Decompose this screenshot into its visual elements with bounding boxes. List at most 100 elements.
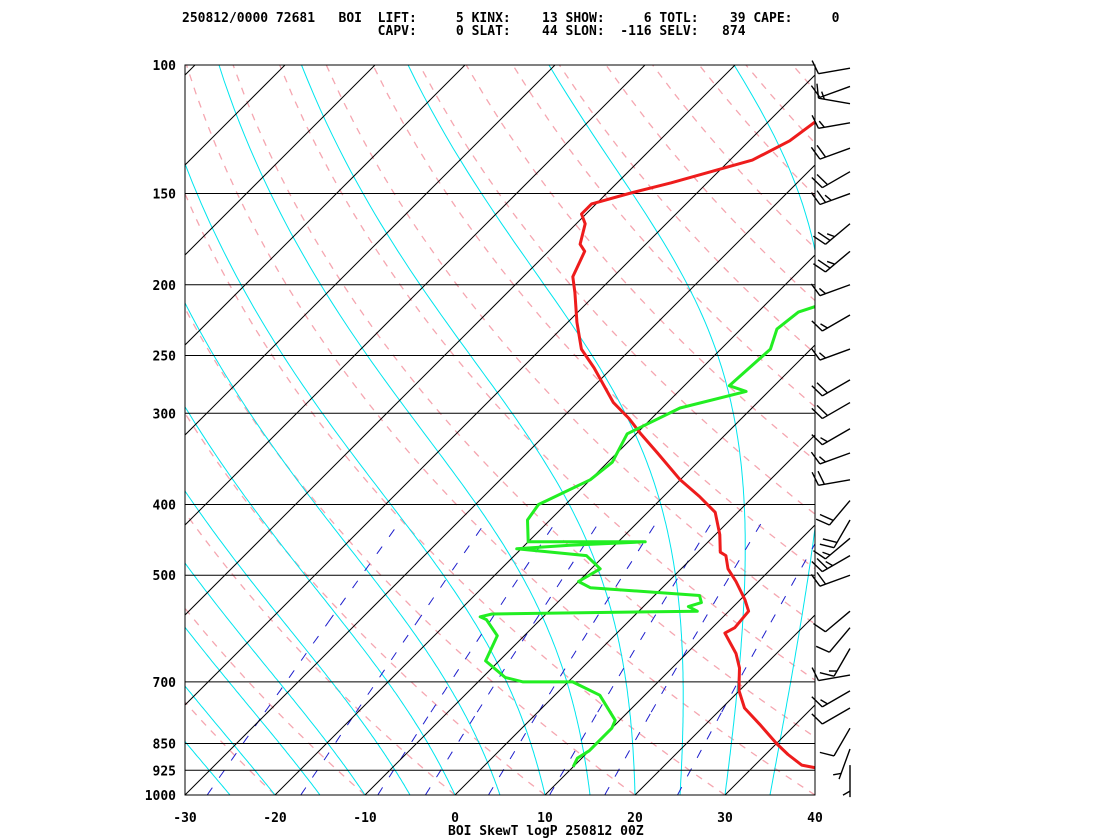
barb-feather: [811, 60, 820, 75]
pressure-tick-label: 100: [153, 59, 177, 74]
dry-adiabat: [792, 65, 815, 92]
isotherm: [185, 65, 286, 166]
header-line-2: CAPV: 0 SLAT: 44 SLON: -116 SELV: 874: [182, 24, 746, 39]
sounding-traces: [478, 120, 815, 770]
barb-shaft: [828, 500, 851, 526]
barb-half-feather: [818, 352, 827, 359]
barb-feather: [811, 471, 820, 486]
barb-feather: [811, 407, 823, 420]
mixing-ratio-line: [537, 622, 595, 713]
moist-adiabat: [218, 65, 591, 795]
barb-feather: [816, 558, 828, 570]
wind-barb: [811, 707, 851, 725]
pressure-tick-label: 150: [153, 188, 177, 203]
barb-half-feather: [818, 120, 825, 128]
barb-feather: [819, 543, 835, 549]
wind-barb: [811, 428, 851, 446]
barb-half-feather: [820, 323, 828, 329]
wind-barb: [810, 190, 851, 206]
barb-feather: [817, 470, 826, 485]
mixing-ratio-line: [416, 519, 488, 623]
barb-half-feather: [824, 194, 832, 201]
barb-shaft: [833, 648, 851, 677]
isotherm: [185, 65, 466, 346]
dry-adiabat: [418, 65, 815, 515]
barb-feather: [815, 518, 830, 526]
pressure-tick-label: 500: [153, 569, 177, 584]
dry-adiabat: [512, 65, 815, 408]
barb-shaft: [819, 192, 851, 206]
pressure-tick-label: 400: [153, 499, 177, 514]
wind-barb: [833, 748, 851, 780]
moist-adiabat: [814, 792, 815, 795]
mixing-ratio-line: [424, 711, 478, 795]
wind-barb: [811, 60, 851, 75]
dry-adiabat: [185, 607, 366, 795]
barb-shaft: [833, 519, 851, 549]
barb-feather: [811, 561, 823, 573]
dry-adiabat: [698, 65, 815, 197]
wind-barb: [811, 171, 851, 189]
wind-barb: [810, 144, 851, 160]
wind-barb: [810, 347, 851, 361]
mixing-ratio-line: [355, 622, 418, 713]
barb-feather: [811, 434, 823, 446]
isotherm: [185, 65, 646, 526]
wind-barb: [810, 283, 851, 297]
grid-lines: [185, 65, 815, 795]
dry-adiabat: [185, 701, 276, 795]
wind-barb: [810, 451, 851, 465]
barb-feather: [816, 382, 828, 394]
barb-feather: [815, 645, 830, 653]
temperature-tick-label: 40: [807, 811, 823, 826]
barb-half-feather: [833, 772, 842, 776]
barb-shaft: [821, 690, 851, 708]
wind-barb: [811, 114, 851, 130]
wind-barb: [819, 727, 851, 757]
barb-shaft: [838, 748, 851, 780]
moist-adiabat: [185, 405, 456, 795]
barb-shaft: [818, 67, 851, 75]
wind-barb: [816, 83, 851, 105]
dry-adiabat: [185, 511, 456, 795]
barb-feather: [816, 571, 827, 585]
mixing-ratio-line: [430, 622, 490, 713]
moist-adiabat: [185, 162, 546, 795]
barb-feather: [819, 513, 834, 522]
dry-adiabat: [325, 65, 815, 625]
barb-shaft: [821, 707, 851, 725]
isotherm: [274, 254, 815, 795]
dry-adiabat: [372, 65, 815, 570]
barb-feather: [822, 538, 838, 544]
pressure-tick-label: 300: [153, 407, 177, 422]
isotherm: [185, 65, 556, 436]
pressure-tick-label: 250: [153, 349, 177, 364]
barb-feather: [816, 404, 828, 417]
barb-feather: [816, 174, 828, 186]
barb-shaft: [819, 348, 851, 361]
wind-barb: [811, 690, 851, 708]
mixing-ratio-line: [650, 622, 704, 713]
mixing-ratio-line: [650, 519, 714, 623]
isotherm: [185, 164, 815, 795]
barb-feather: [810, 146, 821, 160]
temperature-tick-label: 30: [717, 811, 733, 826]
dry-adiabat: [745, 65, 815, 145]
isotherm: [724, 704, 815, 795]
mixing-ratio-line: [533, 519, 602, 623]
barb-half-feather: [821, 91, 826, 100]
wind-barb: [811, 314, 851, 332]
pressure-tick-label: 1000: [145, 789, 176, 804]
isotherm: [634, 614, 815, 795]
wind-barb: [813, 250, 851, 273]
wind-barb: [811, 379, 851, 397]
wind-barb: [819, 648, 851, 677]
mixing-ratio-line: [677, 711, 723, 795]
barb-feather: [810, 283, 821, 297]
mixing-ratio-line: [488, 711, 539, 795]
barb-half-feather: [818, 287, 827, 295]
header-line-1: 250812/0000 72681 BOI LIFT: 5 KINX: 13 S…: [182, 11, 840, 26]
barb-feather: [811, 385, 823, 397]
barb-feather: [816, 144, 827, 158]
